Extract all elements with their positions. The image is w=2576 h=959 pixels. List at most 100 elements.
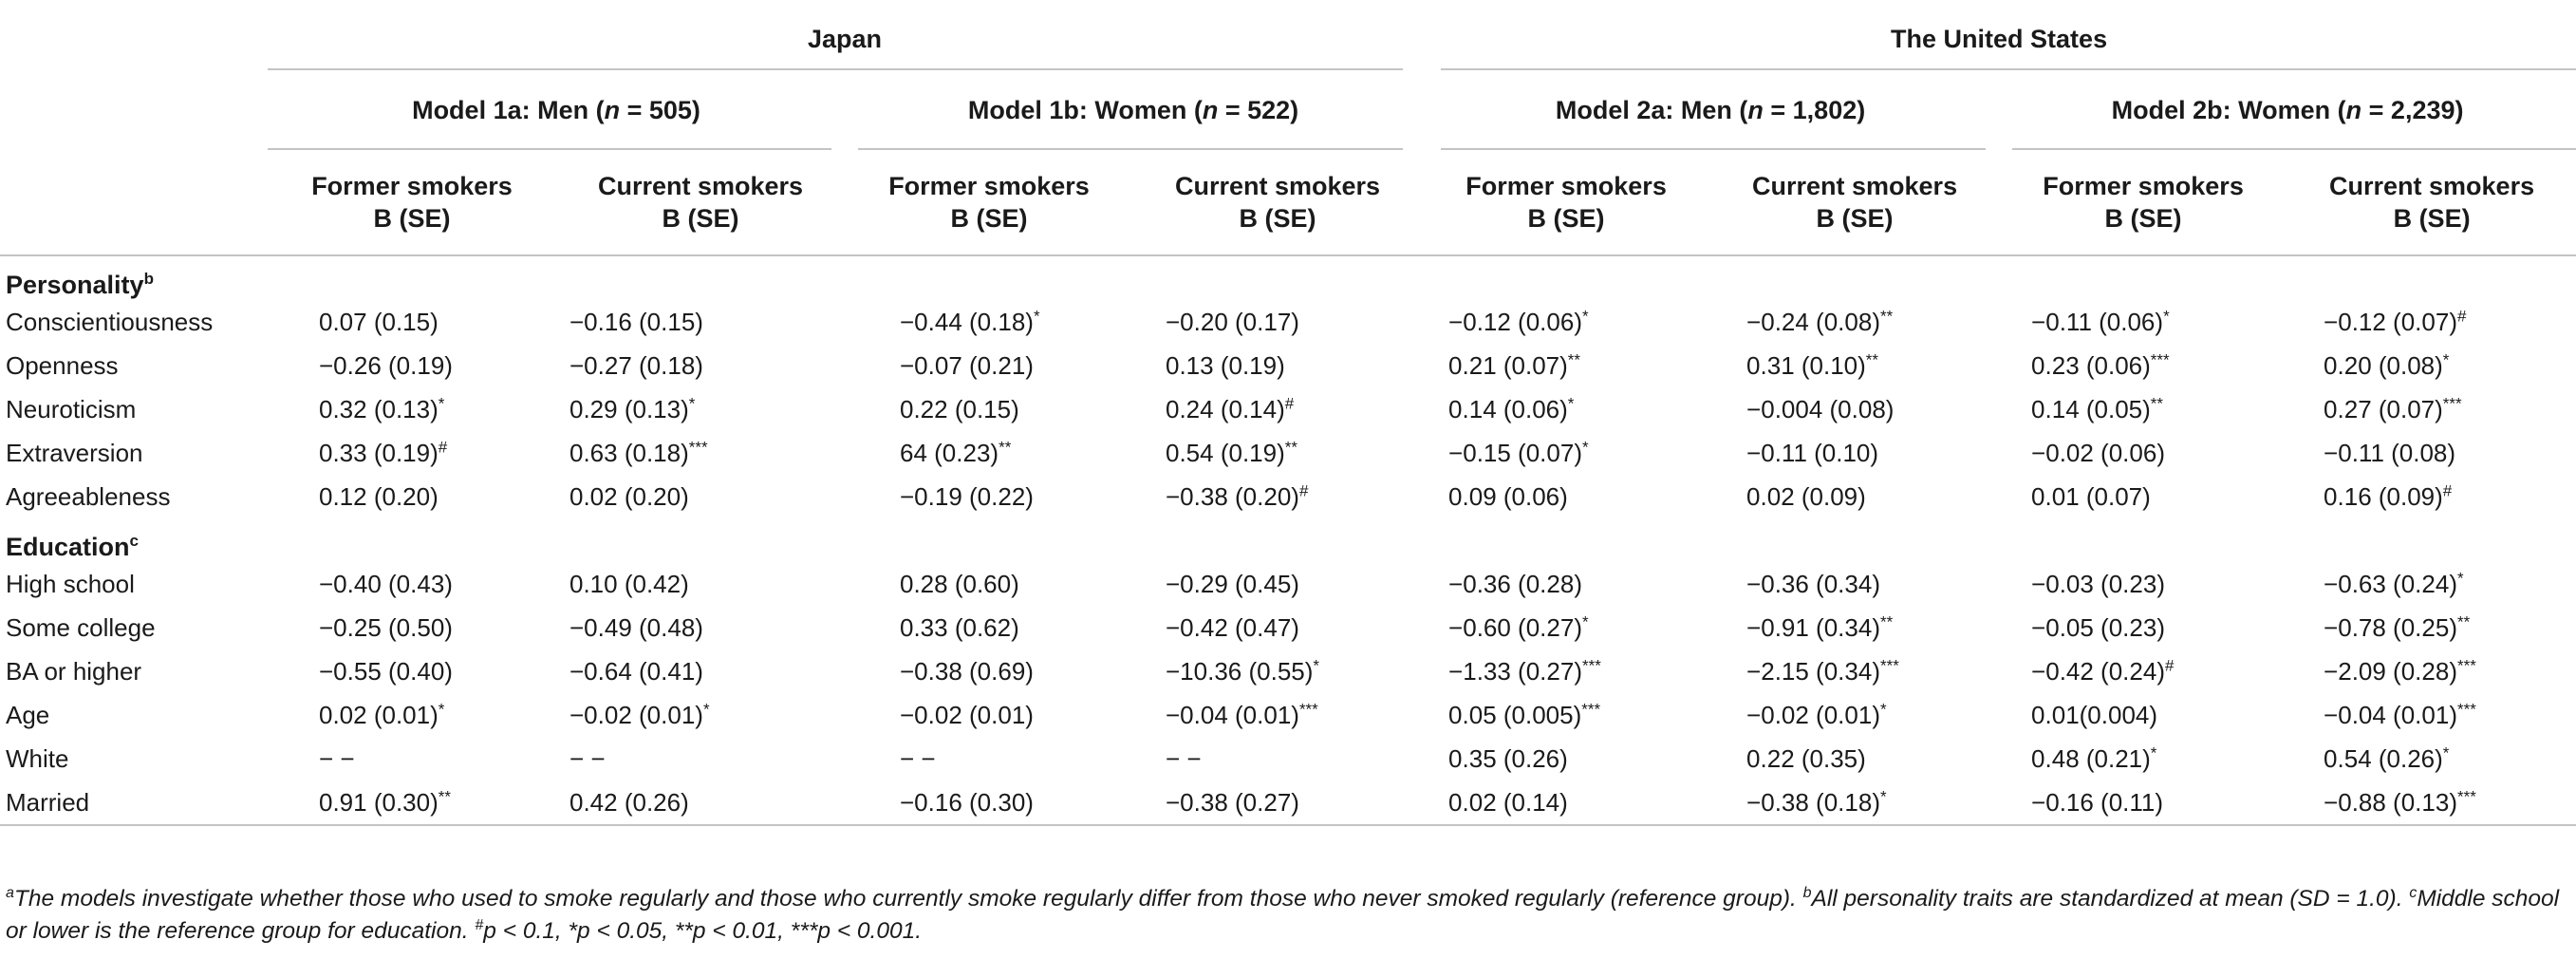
table-cell: 0.28 (0.60) (900, 569, 1019, 598)
significance-marker: * (1879, 786, 1887, 805)
table-cell: −0.36 (0.28) (1448, 569, 1582, 598)
column-header-stat: B (SE) (1816, 204, 1894, 233)
table-cell: −0.55 (0.40) (319, 656, 453, 686)
column-header-stat: B (SE) (373, 204, 451, 233)
table-cell: 0.05 (0.005)*** (1448, 699, 1601, 729)
column-header-stat: B (SE) (950, 204, 1028, 233)
table-cell: 0.63 (0.18)*** (569, 437, 708, 467)
row-label: White (6, 743, 69, 773)
significance-marker: # (1284, 393, 1295, 412)
significance-marker: * (1313, 655, 1320, 674)
table-cell: −0.15 (0.07)* (1448, 437, 1589, 467)
table-cell: 0.09 (0.06) (1448, 481, 1568, 511)
significance-marker: * (1879, 699, 1887, 718)
section-header-row: Educationc (0, 518, 2576, 562)
table-cell: −0.24 (0.08)** (1746, 306, 1894, 336)
table-cell: −0.27 (0.18) (569, 350, 703, 380)
table-cell: −0.63 (0.24)* (2324, 568, 2464, 598)
significance-marker: ** (999, 437, 1012, 456)
row-label: Neuroticism (6, 394, 137, 423)
significance-marker: * (2163, 306, 2170, 325)
table-cell: 0.02 (0.14) (1422, 780, 1711, 826)
row-label: Conscientiousness (6, 307, 214, 336)
column-header-stat: B (SE) (2104, 204, 2182, 233)
significance-marker: * (438, 699, 445, 718)
table-row: High school −0.40 (0.43) 0.10 (0.42) 0.28 (… (0, 562, 2576, 606)
column-header-stat: B (SE) (1239, 204, 1316, 233)
table-cell: −10.36 (0.55)* (1166, 655, 1320, 686)
significance-marker: # (2442, 480, 2453, 499)
table-cell: −2.15 (0.34)*** (1746, 655, 1899, 686)
country-header-japan: Japan (268, 8, 1422, 70)
table-cell: 0.31 (0.10)** (1746, 349, 1879, 380)
significance-marker: # (2164, 655, 2175, 674)
model-header-row: Model 1a: Men (n = 505) Model 1b: Women … (0, 70, 2576, 150)
table-cell: 0.54 (0.19)** (1166, 437, 1297, 467)
table-cell: −0.11 (0.06)* (2031, 306, 2170, 336)
significance-marker: *** (1298, 699, 1318, 718)
table-cell: 0.29 (0.13)* (569, 393, 696, 423)
table-cell: 0.54 (0.26)* (2324, 743, 2450, 773)
significance-marker: * (2442, 743, 2450, 762)
column-header-current-smokers: Current smokers B (SE) (1710, 150, 2000, 256)
table-cell: −1.33 (0.27)*** (1448, 655, 1601, 686)
significance-marker: # (2456, 306, 2467, 325)
row-label: Some college (6, 612, 156, 642)
significance-marker: ** (1865, 349, 1879, 368)
table-cell: −0.40 (0.43) (319, 569, 453, 598)
table-cell: −0.04 (0.01)*** (2324, 699, 2476, 729)
row-label: High school (6, 569, 135, 598)
table-cell: −0.16 (0.15) (569, 307, 703, 336)
column-header-current-smokers: Current smokers B (SE) (1133, 150, 1423, 256)
significance-marker: * (1581, 437, 1589, 456)
significance-marker: * (438, 393, 445, 412)
column-header-current-smokers: Current smokers B (SE) (2287, 150, 2576, 256)
table-cell: 0.33 (0.19)# (319, 437, 448, 467)
table-cell: −0.88 (0.13)*** (2287, 780, 2576, 826)
country-header-row: Japan The United States (0, 8, 2576, 70)
table-cell: −0.03 (0.23) (2031, 569, 2165, 598)
table-cell: −0.38 (0.27) (1133, 780, 1423, 826)
significance-marker: *** (1581, 655, 1601, 674)
table-cell: −0.38 (0.20)# (1166, 480, 1309, 511)
significance-marker: * (2456, 568, 2464, 587)
significance-marker: *** (2456, 655, 2476, 674)
us-underline (1441, 68, 2576, 70)
table-cell: −0.05 (0.23) (2031, 612, 2165, 642)
significance-marker: * (1581, 306, 1589, 325)
table-cell: 0.12 (0.20) (319, 481, 439, 511)
table-cell: −0.04 (0.01)*** (1166, 699, 1318, 729)
significance-marker: # (438, 437, 448, 456)
table-row: BA or higher −0.55 (0.40) −0.64 (0.41) −0.3… (0, 649, 2576, 693)
table-cell: 0.21 (0.07)** (1448, 349, 1581, 380)
column-header-current-smokers: Current smokers B (SE) (556, 150, 845, 256)
row-label: Married (0, 780, 268, 826)
column-header-title: Current smokers (1752, 172, 1958, 200)
column-header-stat: B (SE) (2393, 204, 2471, 233)
column-header-row: Former smokers B (SE) Current smokers B (SE… (0, 150, 2576, 256)
table-row: Neuroticism 0.32 (0.13)* 0.29 (0.13)* 0.22 … (0, 387, 2576, 431)
table-cell: 0.02 (0.01)* (319, 699, 445, 729)
model-1a-header: Model 1a: Men (n = 505) (268, 70, 845, 150)
column-header-title: Current smokers (2329, 172, 2535, 200)
table-cell: −0.38 (0.18)* (1710, 780, 2000, 826)
section-header-row: Personalityb (0, 255, 2576, 300)
japan-underline (268, 68, 1404, 70)
table-row: Married 0.91 (0.30)** 0.42 (0.26) −0.16 (0.… (0, 780, 2576, 826)
table-cell: −0.11 (0.08) (2324, 438, 2456, 467)
table-cell: − − (1166, 743, 1202, 773)
table-cell: 64 (0.23)** (900, 437, 1012, 467)
column-header-former-smokers: Former smokers B (SE) (268, 150, 556, 256)
significance-marker: *** (2442, 393, 2462, 412)
table-cell: −0.02 (0.06) (2031, 438, 2165, 467)
table-cell: −0.29 (0.45) (1166, 569, 1299, 598)
table-cell: 0.23 (0.06)*** (2031, 349, 2170, 380)
table-cell: − − (319, 743, 355, 773)
significance-marker: ** (1879, 306, 1894, 325)
model-1b-header: Model 1b: Women (n = 522) (845, 70, 1422, 150)
significance-marker: *** (688, 437, 708, 456)
row-label: Agreeableness (6, 481, 171, 511)
table-cell: −0.36 (0.34) (1746, 569, 1880, 598)
table-cell: −0.20 (0.17) (1166, 307, 1299, 336)
table-cell: 0.02 (0.20) (569, 481, 689, 511)
